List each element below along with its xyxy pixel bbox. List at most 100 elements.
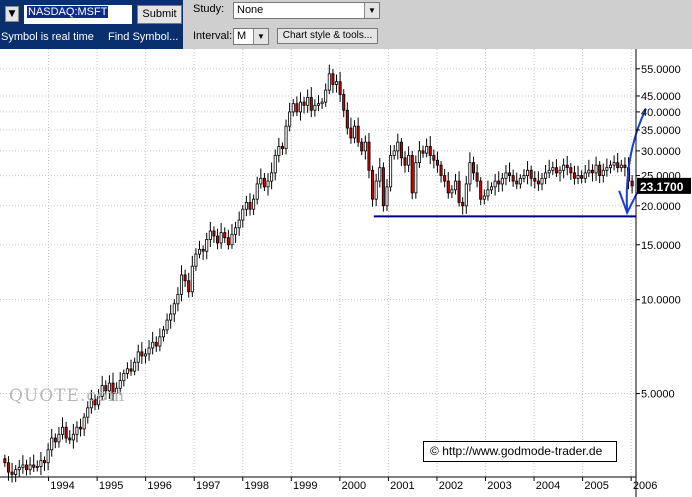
candle-body [32, 464, 36, 468]
candle-body [100, 385, 104, 397]
copyright-text: http://www.godmode-trader.de [442, 444, 603, 458]
y-axis: 5.000010.000015.000020.000025.000030.000… [635, 49, 691, 497]
y-tick-label: 45.0000 [641, 91, 681, 103]
candle-body [136, 351, 140, 363]
candle-body [623, 164, 627, 169]
candle-body [594, 164, 598, 174]
candle-body [414, 162, 418, 194]
candle-body [129, 368, 133, 372]
y-tick-label: 55.0000 [641, 64, 681, 76]
candle-body [425, 146, 429, 154]
candle-body [262, 177, 266, 188]
candle-body [342, 94, 346, 111]
candle-body [93, 398, 97, 406]
candle-body [212, 230, 216, 237]
candle-body [68, 437, 72, 441]
chevron-down-icon[interactable]: ▼ [364, 3, 379, 18]
candle-body [133, 361, 137, 372]
candle-body [522, 175, 526, 179]
candle-body [446, 180, 450, 194]
candle-body [288, 111, 292, 127]
arrow-head-icon [618, 190, 639, 216]
candle-body [216, 235, 220, 244]
candle-body [526, 169, 530, 176]
candle-body [367, 141, 371, 171]
candle-body [302, 101, 306, 106]
candle-body [3, 458, 7, 464]
candle-body [493, 180, 497, 188]
candle-body [64, 426, 68, 439]
candle-body [558, 169, 562, 174]
chart-annotations [373, 108, 647, 218]
candle-body [291, 103, 295, 113]
candle-body [21, 464, 25, 468]
candle-body [630, 180, 634, 187]
candle-body [309, 97, 313, 111]
candle-body [511, 175, 515, 182]
candle-body [71, 433, 75, 441]
candle-body [313, 104, 317, 111]
candle-body [266, 180, 270, 188]
x-tick-label: 1996 [147, 480, 171, 492]
candle-body [500, 177, 504, 185]
candle-body [230, 233, 234, 246]
candle-body [179, 274, 184, 295]
candle-body [316, 103, 321, 106]
candle-body [82, 416, 86, 430]
candle-body [234, 227, 238, 235]
candle-body [255, 183, 259, 200]
candle-body [172, 303, 176, 315]
interval-select[interactable]: M ▼ [233, 28, 269, 45]
candle-body [201, 248, 205, 252]
chart-style-button[interactable]: Chart style & tools... [277, 28, 378, 44]
copyright-box: © http://www.godmode-trader.de [423, 441, 617, 462]
candle-body [39, 460, 43, 467]
candle-body [198, 248, 202, 255]
find-symbol-link[interactable]: Find Symbol... [108, 31, 179, 43]
candle-body [28, 464, 32, 471]
candle-body [490, 186, 494, 191]
candle-body [205, 239, 209, 252]
candle-body [363, 141, 367, 152]
candle-body [111, 382, 115, 394]
candle-body [457, 180, 461, 203]
candle-body [443, 175, 447, 182]
candle-body [616, 162, 620, 169]
candle-body [273, 155, 277, 174]
y-tick-label: 40.0000 [641, 107, 681, 119]
candle-body [432, 155, 436, 161]
candle-body [381, 167, 385, 207]
candle-body [536, 180, 540, 185]
candle-body [327, 73, 331, 91]
candle-body [259, 177, 263, 185]
candle-body [515, 180, 519, 185]
candle-body [417, 150, 421, 164]
price-chart[interactable]: 5.000010.000015.000020.000025.000030.000… [0, 49, 692, 497]
study-select[interactable]: None ▼ [233, 2, 380, 19]
candle-body [598, 164, 602, 176]
x-tick-label: 2000 [342, 480, 366, 492]
candlestick-series [3, 64, 634, 483]
chevron-down-icon[interactable]: ▼ [253, 29, 268, 44]
candle-body [482, 195, 486, 200]
candle-body [53, 437, 57, 443]
x-tick-label: 1999 [293, 480, 317, 492]
candle-body [324, 89, 328, 103]
candle-body [140, 351, 144, 357]
candle-body [356, 125, 360, 143]
candle-body [378, 167, 382, 182]
menu-dropdown-icon[interactable]: ▼ [5, 6, 19, 22]
submit-button[interactable]: Submit [137, 5, 182, 24]
candle-body [252, 198, 256, 210]
study-label: Study: [193, 3, 225, 15]
x-tick-label: 2002 [439, 480, 463, 492]
candle-body [158, 336, 162, 347]
candle-body [17, 466, 21, 471]
candle-body [118, 380, 122, 389]
y-tick-label: 10.0000 [641, 295, 681, 307]
candle-body [410, 155, 414, 194]
y-tick-label: 15.0000 [641, 240, 681, 252]
candle-body [428, 146, 432, 156]
y-tick-label: 30.0000 [641, 146, 681, 158]
symbol-input[interactable]: NASDAQ:MSFT [24, 5, 132, 24]
